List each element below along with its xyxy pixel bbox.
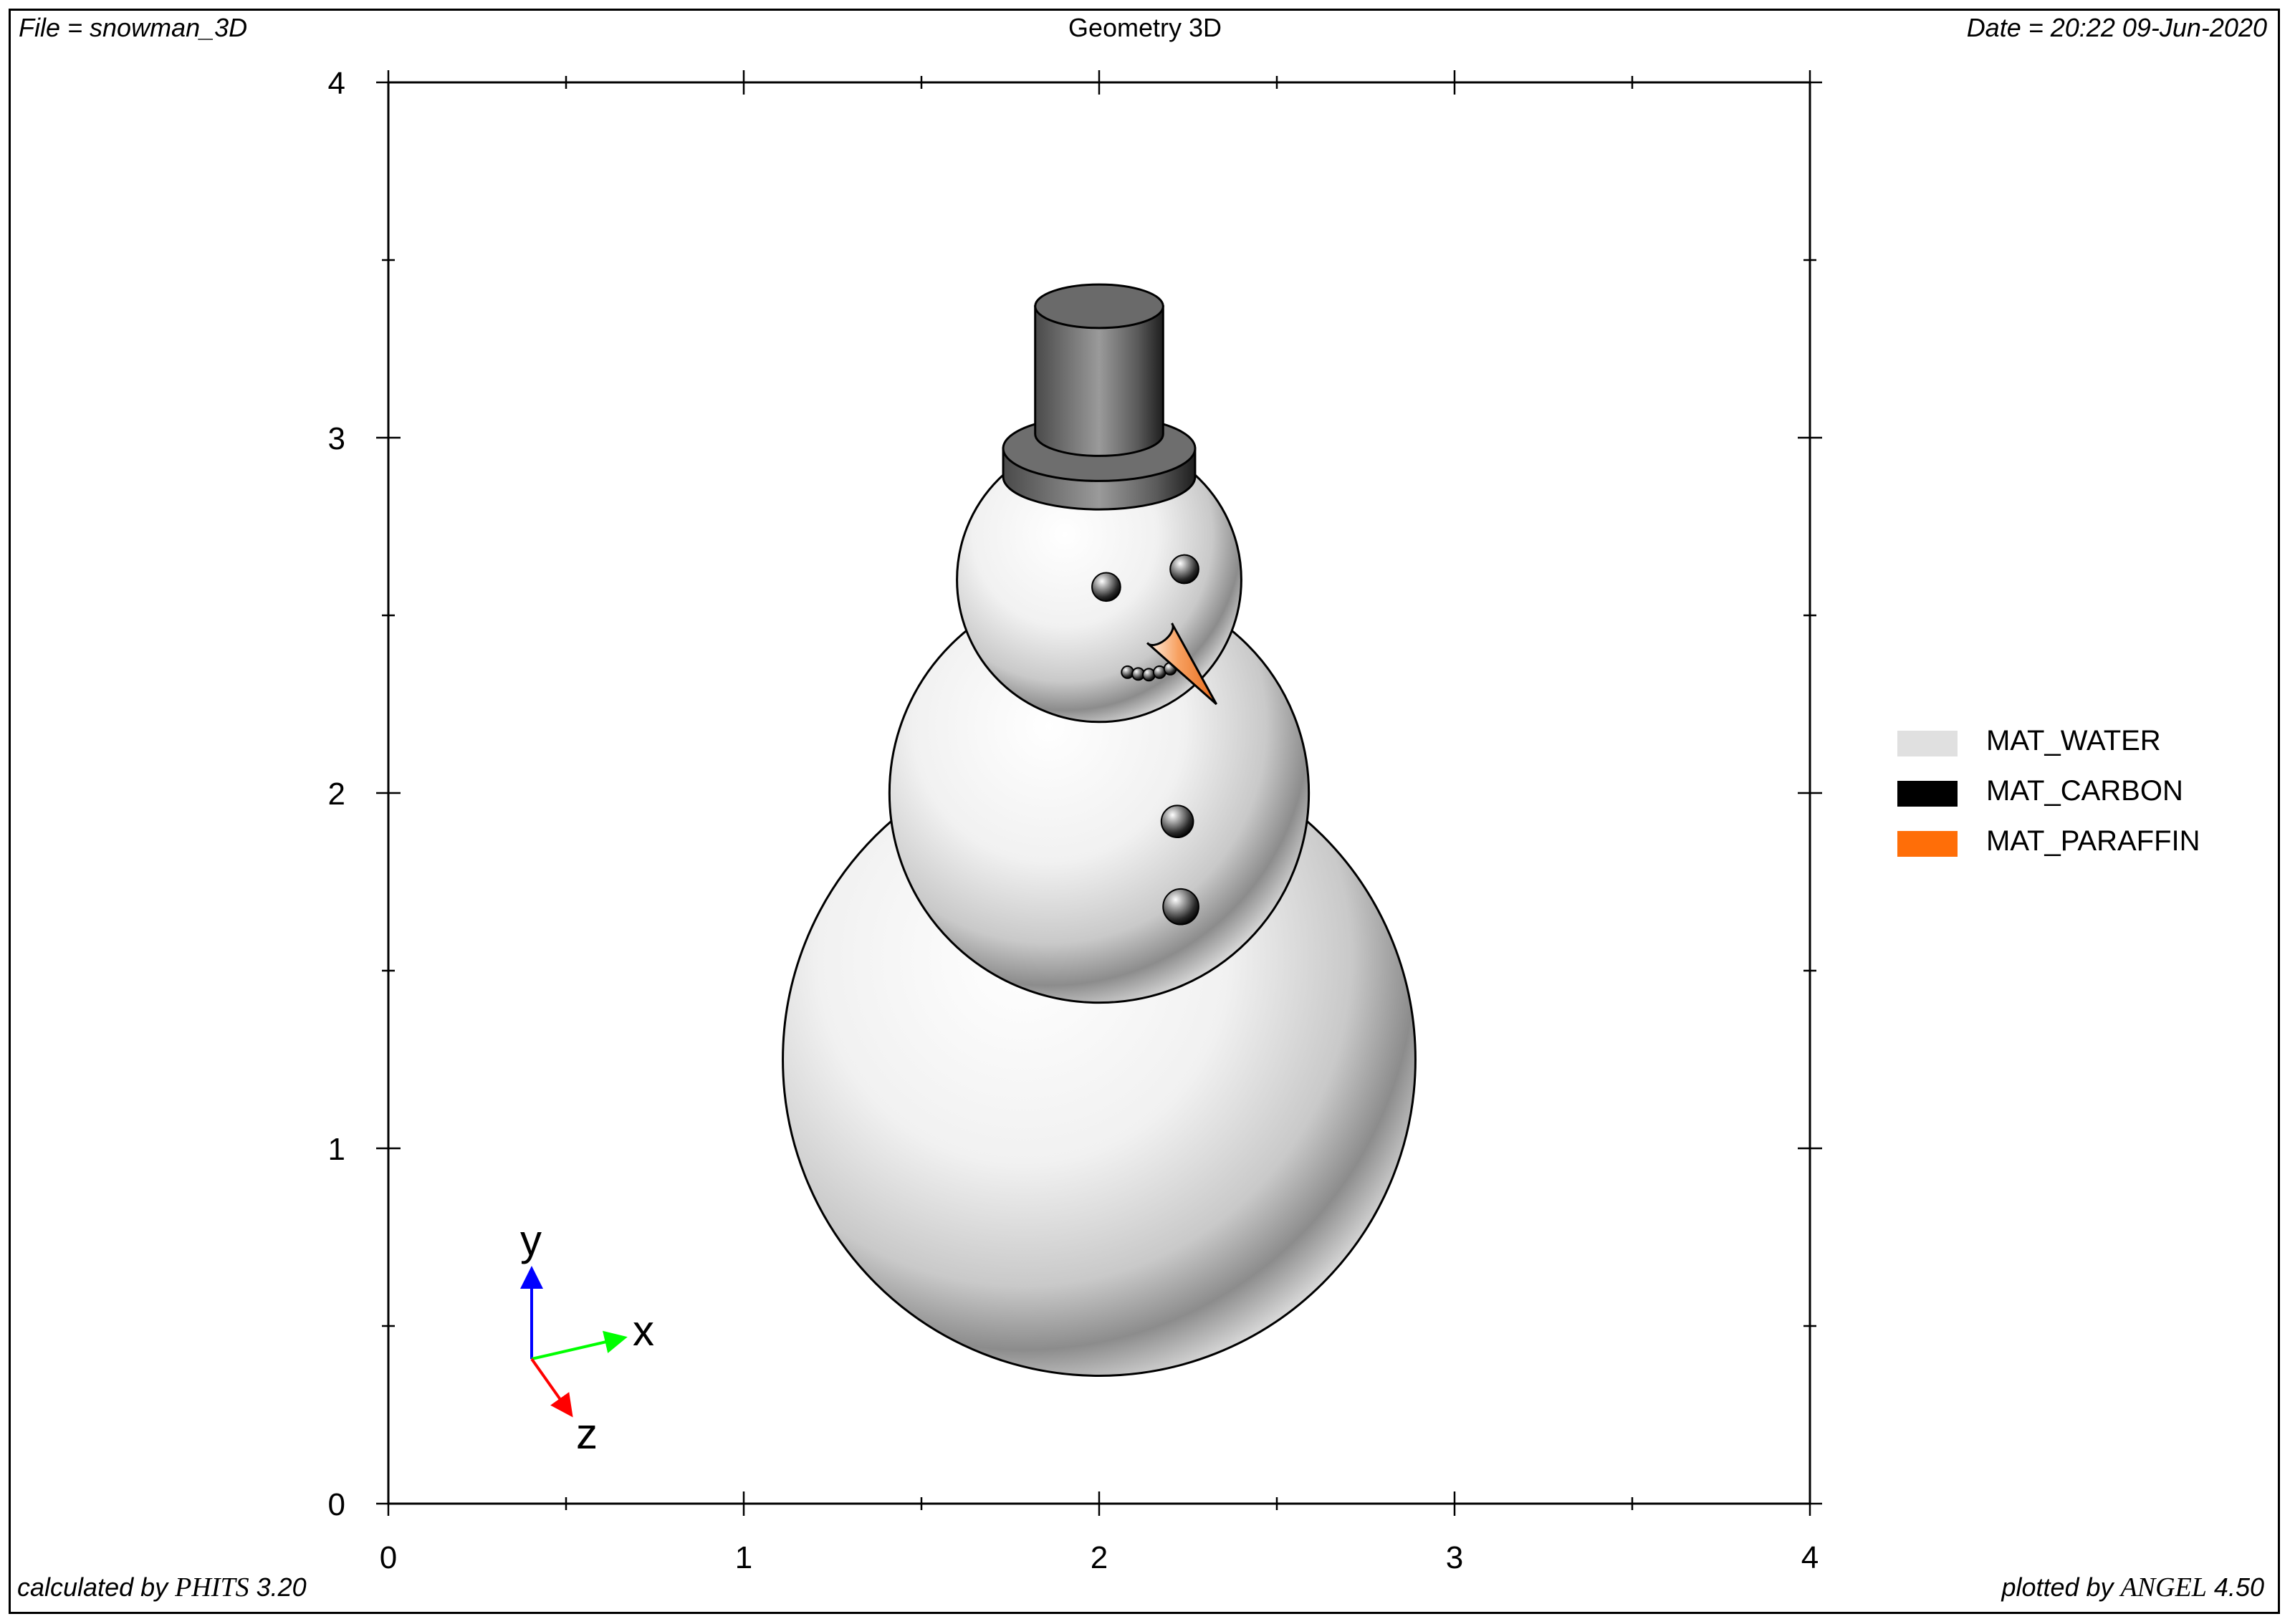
legend-swatch-paraffin	[1897, 831, 1958, 857]
y-tick-label: 0	[328, 1487, 345, 1522]
hat-crown-side	[1034, 304, 1164, 457]
x-tick-label: 1	[735, 1540, 752, 1575]
figure-frame	[9, 9, 2280, 1614]
y-tick-label: 3	[328, 421, 345, 456]
right-eye	[1169, 554, 1199, 585]
z-axis-label: z	[576, 1410, 598, 1458]
angel-logo-text: ANGEL	[2120, 1572, 2207, 1603]
date-label: Date = 20:22 09-Jun-2020	[1966, 13, 2267, 42]
calculated-version: 3.20	[249, 1572, 307, 1602]
nose	[1146, 623, 1217, 706]
upper-button	[1160, 804, 1194, 839]
left-eye	[1091, 572, 1121, 602]
plotted-by-label: plotted by ANGEL 4.50	[2001, 1572, 2264, 1603]
legend-swatch-carbon	[1897, 781, 1958, 807]
y-axis-label: y	[520, 1216, 542, 1264]
hat-crown-top	[1034, 283, 1164, 330]
chart-title: Geometry 3D	[1068, 13, 1222, 42]
legend-swatch-water	[1897, 731, 1958, 756]
calculated-prefix: calculated by	[17, 1572, 176, 1602]
y-tick-label: 2	[328, 777, 345, 812]
x-tick-label: 3	[1446, 1540, 1463, 1575]
plotted-prefix: plotted by	[2001, 1572, 2121, 1602]
legend-label-carbon: MAT_CARBON	[1986, 775, 2183, 807]
x-axis-label: x	[633, 1307, 654, 1355]
z-axis-arrow	[530, 1358, 573, 1418]
y-tick-label: 1	[328, 1132, 345, 1167]
legend-label-water: MAT_WATER	[1986, 725, 2161, 756]
file-label: File = snowman_3D	[19, 13, 248, 42]
plotted-version: 4.50	[2206, 1572, 2264, 1602]
phits-logo-text: PHITS	[175, 1572, 249, 1603]
y-tick-label: 4	[328, 66, 345, 101]
calculated-by-label: calculated by PHITS 3.20	[17, 1572, 307, 1603]
x-tick-label: 2	[1091, 1540, 1108, 1575]
legend-label-paraffin: MAT_PARAFFIN	[1986, 825, 2200, 857]
x-axis-arrow	[531, 1330, 628, 1360]
x-tick-label: 0	[380, 1540, 397, 1575]
lower-button	[1162, 888, 1199, 926]
hat-crown	[1034, 283, 1164, 457]
axes-indicator: y x z	[520, 1216, 654, 1458]
x-tick-label: 4	[1801, 1540, 1819, 1575]
